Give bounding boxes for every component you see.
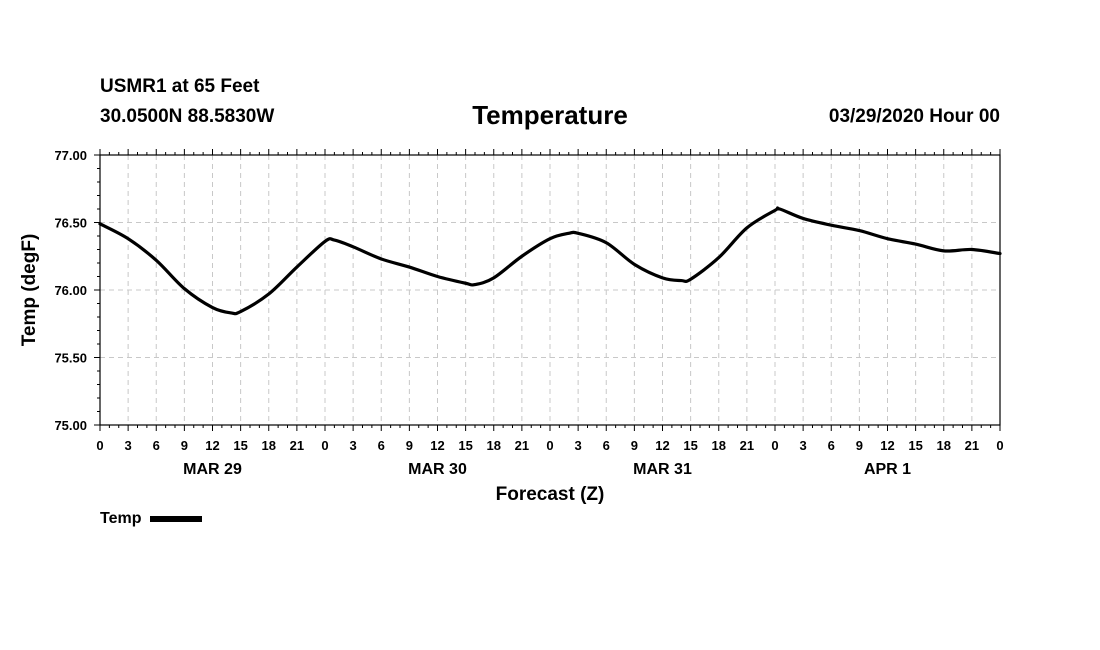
x-tick-label: 15 [683,438,697,453]
x-tick-label: 18 [487,438,501,453]
y-tick-label: 76.00 [54,283,87,298]
day-label: MAR 29 [183,461,242,478]
x-tick-label: 21 [965,438,979,453]
x-tick-label: 6 [378,438,385,453]
x-tick-label: 15 [233,438,247,453]
x-tick-label: 12 [430,438,444,453]
x-tick-label: 3 [350,438,357,453]
day-label: MAR 30 [408,461,467,478]
x-tick-label: 15 [458,438,472,453]
x-tick-label: 6 [603,438,610,453]
x-tick-label: 18 [262,438,276,453]
x-tick-label: 0 [321,438,328,453]
x-tick-label: 0 [96,438,103,453]
x-tick-label: 3 [575,438,582,453]
x-tick-label: 21 [290,438,304,453]
y-tick-label: 75.50 [54,351,87,366]
x-tick-label: 6 [153,438,160,453]
station-label: USMR1 at 65 Feet [100,76,260,97]
x-tick-label: 9 [856,438,863,453]
x-tick-label: 21 [740,438,754,453]
legend-label: Temp [100,510,142,527]
x-tick-label: 0 [771,438,778,453]
x-axis-title: Forecast (Z) [496,484,605,505]
legend-swatch [150,516,203,522]
x-tick-label: 12 [655,438,669,453]
x-tick-label: 0 [546,438,553,453]
y-tick-label: 75.00 [54,418,87,433]
day-label: MAR 31 [633,461,692,478]
chart-title: Temperature [472,100,628,130]
x-tick-label: 18 [937,438,951,453]
axis-layer: 75.00 75.50 76.00 76.50 77.00 0 3 6 9 12 15 18 21 0 3 6… [54,148,1003,478]
y-axis-title: Temp (degF) [19,234,40,347]
y-tick-label: 77.00 [54,148,87,163]
x-tick-label: 0 [996,438,1003,453]
x-tick-label: 9 [631,438,638,453]
x-tick-label: 3 [800,438,807,453]
x-tick-label: 9 [406,438,413,453]
x-tick-label: 6 [828,438,835,453]
x-tick-label: 12 [880,438,894,453]
grid-layer [100,155,1000,425]
x-tick-label: 3 [125,438,132,453]
coordinates-label: 30.0500N 88.5830W [100,106,275,127]
day-label: APR 1 [864,461,911,478]
x-tick-label: 9 [181,438,188,453]
x-tick-label: 21 [515,438,529,453]
temp-series-line [98,206,1002,316]
legend: Temp [100,510,203,528]
series-layer [98,206,1002,316]
x-tick-label: 12 [205,438,219,453]
forecast-datestamp: 03/29/2020 Hour 00 [828,106,1000,127]
x-tick-label: 18 [712,438,726,453]
x-tick-label: 15 [908,438,922,453]
y-tick-label: 76.50 [54,216,87,231]
